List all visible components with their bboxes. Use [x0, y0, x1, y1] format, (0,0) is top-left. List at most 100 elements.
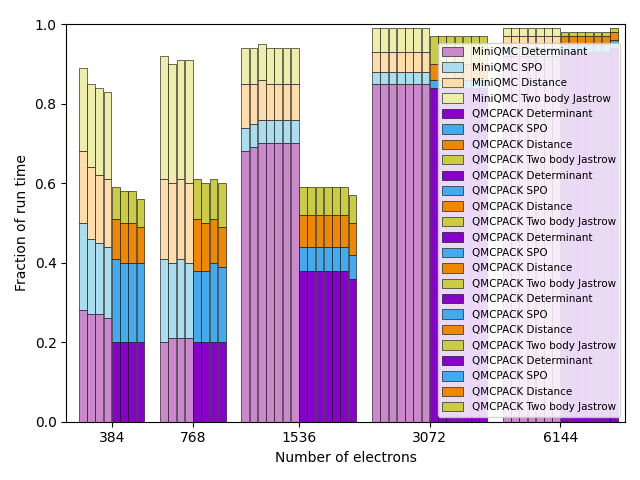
Bar: [463, 64, 470, 80]
Bar: [527, 56, 535, 422]
Bar: [577, 32, 585, 36]
Bar: [316, 271, 323, 422]
Bar: [340, 187, 348, 215]
Bar: [87, 239, 95, 314]
Bar: [266, 144, 274, 422]
Bar: [104, 179, 111, 247]
Bar: [160, 259, 168, 342]
Bar: [422, 72, 429, 84]
Bar: [185, 60, 193, 183]
Bar: [544, 36, 552, 48]
Bar: [594, 36, 602, 44]
Bar: [463, 80, 470, 88]
Bar: [79, 311, 86, 422]
Bar: [397, 28, 404, 52]
Bar: [349, 195, 356, 223]
Bar: [561, 36, 568, 44]
Bar: [577, 44, 585, 52]
Bar: [454, 64, 462, 80]
Bar: [168, 183, 176, 263]
Bar: [422, 84, 429, 422]
Bar: [218, 227, 226, 267]
Bar: [340, 247, 348, 271]
Bar: [275, 144, 282, 422]
Bar: [307, 187, 315, 215]
Bar: [430, 36, 438, 64]
Bar: [388, 72, 396, 84]
Bar: [527, 36, 535, 48]
Bar: [283, 84, 291, 120]
Bar: [594, 44, 602, 52]
Bar: [577, 52, 585, 422]
Bar: [137, 199, 145, 227]
Bar: [79, 223, 86, 311]
Bar: [372, 84, 380, 422]
X-axis label: Number of electrons: Number of electrons: [275, 451, 417, 465]
Bar: [561, 32, 568, 36]
Bar: [275, 84, 282, 120]
Bar: [79, 68, 86, 151]
Bar: [405, 28, 413, 52]
Bar: [511, 36, 519, 48]
Bar: [291, 120, 299, 144]
Bar: [413, 84, 421, 422]
Bar: [266, 120, 274, 144]
Bar: [177, 179, 184, 259]
Bar: [372, 52, 380, 72]
Bar: [258, 80, 266, 120]
Bar: [250, 48, 257, 84]
Bar: [104, 247, 111, 318]
Bar: [397, 72, 404, 84]
Bar: [536, 56, 543, 422]
Bar: [193, 219, 201, 271]
Bar: [569, 44, 577, 52]
Bar: [332, 215, 340, 247]
Bar: [503, 36, 511, 48]
Bar: [552, 56, 560, 422]
Bar: [210, 179, 218, 219]
Bar: [397, 84, 404, 422]
Bar: [438, 88, 446, 422]
Bar: [471, 64, 479, 80]
Bar: [422, 28, 429, 52]
Bar: [372, 28, 380, 52]
Bar: [120, 223, 128, 263]
Bar: [291, 144, 299, 422]
Bar: [218, 342, 226, 422]
Bar: [577, 36, 585, 44]
Bar: [95, 314, 103, 422]
Bar: [218, 267, 226, 342]
Bar: [210, 342, 218, 422]
Bar: [283, 48, 291, 84]
Bar: [454, 80, 462, 88]
Bar: [446, 80, 454, 88]
Bar: [241, 84, 249, 128]
Bar: [405, 52, 413, 72]
Bar: [95, 243, 103, 314]
Bar: [332, 271, 340, 422]
Bar: [463, 36, 470, 64]
Bar: [332, 187, 340, 215]
Bar: [586, 32, 593, 36]
Bar: [316, 247, 323, 271]
Bar: [380, 84, 388, 422]
Bar: [218, 183, 226, 227]
Bar: [479, 80, 487, 88]
Bar: [112, 219, 120, 259]
Bar: [316, 215, 323, 247]
Bar: [610, 40, 618, 48]
Bar: [422, 52, 429, 72]
Bar: [129, 342, 136, 422]
Bar: [503, 28, 511, 36]
Bar: [430, 64, 438, 80]
Bar: [586, 44, 593, 52]
Y-axis label: Fraction of run time: Fraction of run time: [15, 155, 29, 291]
Bar: [594, 52, 602, 422]
Bar: [471, 36, 479, 64]
Bar: [202, 342, 209, 422]
Bar: [536, 28, 543, 36]
Bar: [405, 84, 413, 422]
Bar: [104, 92, 111, 179]
Bar: [160, 179, 168, 259]
Bar: [519, 36, 527, 48]
